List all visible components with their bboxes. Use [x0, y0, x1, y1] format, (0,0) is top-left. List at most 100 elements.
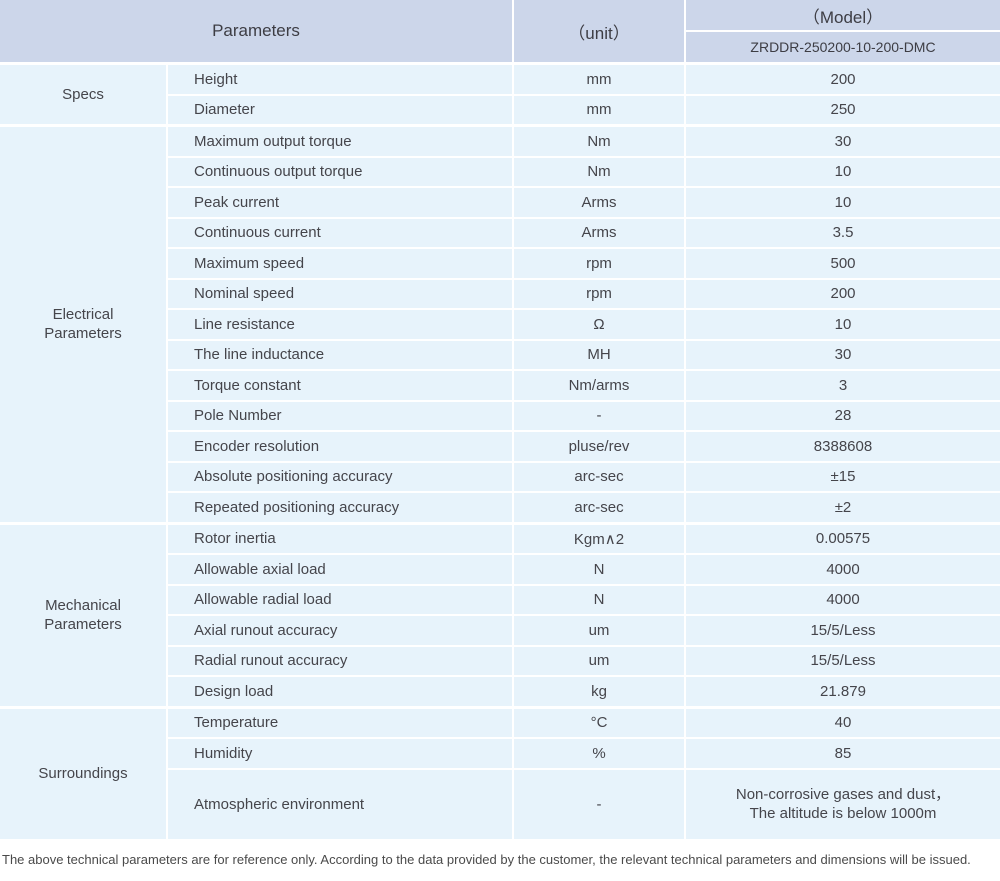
param-name: Maximum output torque: [168, 127, 512, 156]
param-name: Allowable radial load: [168, 585, 512, 614]
param-unit: N: [514, 585, 684, 614]
param-name: Peak current: [168, 188, 512, 217]
table-row: Nominal speed rpm 200: [168, 279, 1000, 308]
param-value: 10: [686, 188, 1000, 217]
table-row: Diameter mm 250: [168, 95, 1000, 124]
param-unit: Kgm∧2: [514, 524, 684, 553]
param-unit: Nm/arms: [514, 371, 684, 400]
param-name: Nominal speed: [168, 279, 512, 308]
param-unit: kg: [514, 677, 684, 706]
param-unit: Nm: [514, 157, 684, 186]
param-name: Line resistance: [168, 310, 512, 339]
param-value: Non-corrosive gases and dust， The altitu…: [686, 769, 1000, 839]
table-row: Repeated positioning accuracy arc-sec ±2: [168, 493, 1000, 522]
param-unit: Arms: [514, 218, 684, 247]
param-name: Height: [168, 65, 512, 94]
param-value: 4000: [686, 585, 1000, 614]
param-value: 85: [686, 739, 1000, 768]
param-unit: Arms: [514, 188, 684, 217]
param-unit: mm: [514, 65, 684, 94]
param-unit: arc-sec: [514, 462, 684, 491]
table-row: Humidity % 85: [168, 739, 1000, 768]
param-value: 10: [686, 310, 1000, 339]
param-value: 30: [686, 340, 1000, 369]
section-rows: Temperature °C 40 Humidity % 85 Atmosphe…: [168, 708, 1000, 839]
param-name: Atmospheric environment: [168, 769, 512, 839]
param-value: 3.5: [686, 218, 1000, 247]
param-name: Allowable axial load: [168, 555, 512, 584]
param-name: Radial runout accuracy: [168, 646, 512, 675]
param-unit: -: [514, 769, 684, 839]
param-value: 40: [686, 708, 1000, 737]
section-label-text: Electrical Parameters: [44, 306, 122, 343]
param-name: Continuous output torque: [168, 157, 512, 186]
section-rows: Height mm 200 Diameter mm 250: [168, 65, 1000, 124]
param-unit: -: [514, 401, 684, 430]
header-model: （Model）: [686, 0, 1000, 30]
table-header-row: Parameters （unit） （Model） ZRDDR-250200-1…: [0, 0, 1000, 62]
param-value: 0.00575: [686, 524, 1000, 553]
param-unit: %: [514, 739, 684, 768]
spec-table: Parameters （unit） （Model） ZRDDR-250200-1…: [0, 0, 1000, 839]
table-row: Peak current Arms 10: [168, 188, 1000, 217]
table-row: Maximum speed rpm 500: [168, 249, 1000, 278]
table-row: Encoder resolution pluse/rev 8388608: [168, 432, 1000, 461]
section-mechanical-parameters: Mechanical Parameters Rotor inertia Kgm∧…: [0, 524, 1000, 706]
table-row: Allowable axial load N 4000: [168, 555, 1000, 584]
header-unit: （unit）: [514, 0, 684, 62]
param-value: 30: [686, 127, 1000, 156]
table-row: Continuous output torque Nm 10: [168, 157, 1000, 186]
table-row: Temperature °C 40: [168, 708, 1000, 737]
param-name: Axial runout accuracy: [168, 616, 512, 645]
section-electrical-parameters: Electrical Parameters Maximum output tor…: [0, 127, 1000, 522]
section-surroundings: Surroundings Temperature °C 40 Humidity …: [0, 708, 1000, 839]
table-row: Atmospheric environment - Non-corrosive …: [168, 769, 1000, 839]
table-row: Allowable radial load N 4000: [168, 585, 1000, 614]
param-unit: arc-sec: [514, 493, 684, 522]
param-name: Encoder resolution: [168, 432, 512, 461]
param-value: 28: [686, 401, 1000, 430]
param-unit: N: [514, 555, 684, 584]
section-label-specs: Specs: [0, 65, 166, 124]
param-unit: Ω: [514, 310, 684, 339]
param-value: ±15: [686, 462, 1000, 491]
footer-note: The above technical parameters are for r…: [2, 851, 971, 867]
param-value: 500: [686, 249, 1000, 278]
param-name: Repeated positioning accuracy: [168, 493, 512, 522]
section-label-surroundings: Surroundings: [0, 708, 166, 839]
param-name: Design load: [168, 677, 512, 706]
param-value: 10: [686, 157, 1000, 186]
param-unit: mm: [514, 95, 684, 124]
param-value: 15/5/Less: [686, 646, 1000, 675]
param-value: 15/5/Less: [686, 616, 1000, 645]
header-parameters: Parameters: [0, 0, 512, 62]
param-value: 200: [686, 65, 1000, 94]
table-row: Torque constant Nm/arms 3: [168, 371, 1000, 400]
param-name: Temperature: [168, 708, 512, 737]
param-name: Pole Number: [168, 401, 512, 430]
header-model-value: ZRDDR-250200-10-200-DMC: [686, 32, 1000, 62]
section-label-text: Surroundings: [38, 765, 128, 782]
param-unit: rpm: [514, 279, 684, 308]
section-label-text: Specs: [62, 86, 104, 103]
param-value: 8388608: [686, 432, 1000, 461]
table-row: Height mm 200: [168, 65, 1000, 94]
param-value: 4000: [686, 555, 1000, 584]
section-label-text: Mechanical Parameters: [44, 597, 122, 633]
table-row: Pole Number - 28: [168, 401, 1000, 430]
param-name: Maximum speed: [168, 249, 512, 278]
param-name: Humidity: [168, 739, 512, 768]
param-name: Absolute positioning accuracy: [168, 462, 512, 491]
table-row: The line inductance MH 30: [168, 340, 1000, 369]
table-row: Axial runout accuracy um 15/5/Less: [168, 616, 1000, 645]
section-label-electrical-parameters: Electrical Parameters: [0, 127, 166, 522]
table-row: Radial runout accuracy um 15/5/Less: [168, 646, 1000, 675]
param-unit: MH: [514, 340, 684, 369]
param-name: The line inductance: [168, 340, 512, 369]
param-value: 250: [686, 95, 1000, 124]
section-rows: Maximum output torque Nm 30 Continuous o…: [168, 127, 1000, 522]
section-label-mechanical-parameters: Mechanical Parameters: [0, 524, 166, 706]
param-name: Diameter: [168, 95, 512, 124]
param-unit: °C: [514, 708, 684, 737]
